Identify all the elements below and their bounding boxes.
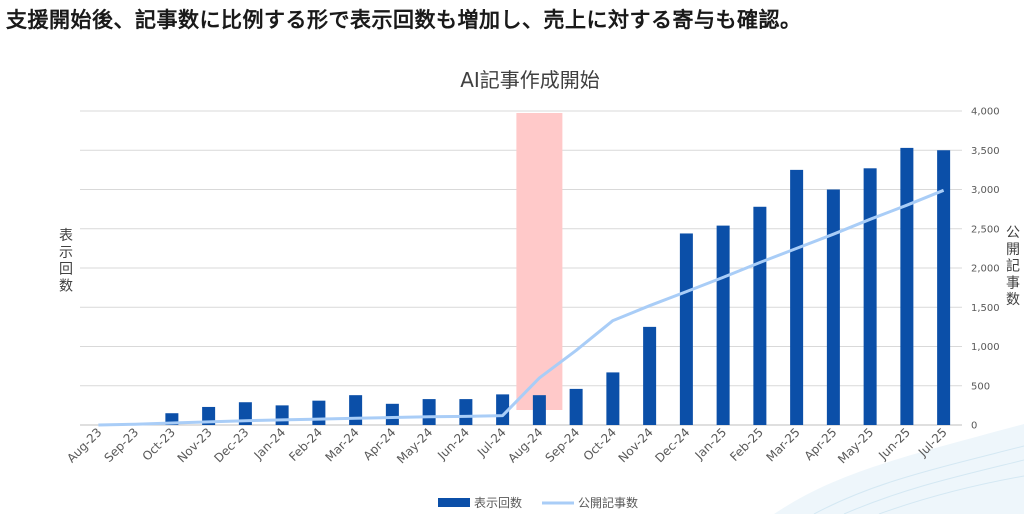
x-tick-label: May-25 [835,425,876,466]
x-tick-label: Dec-23 [211,425,251,465]
bar [496,394,510,425]
x-tick-label: Oct-24 [581,425,619,463]
bar [349,395,363,425]
bar [569,388,583,425]
chart-title: AI記事作成開始 [460,68,600,92]
x-tick-label: Nov-24 [616,425,656,465]
bar [165,413,179,425]
x-tick-label: Sep-24 [542,425,582,465]
x-tick-label: May-24 [394,425,435,466]
bar [459,399,473,425]
headline: 支援開始後、記事数に比例する形で表示回数も増加し、売上に対する寄与も確認。 [6,8,802,32]
x-tick-label: Apr-24 [361,425,399,463]
bar [385,403,399,425]
y-tick-label: 3,500 [971,146,1000,157]
y-tick-label: 2,000 [971,264,1000,275]
x-tick-label: Feb-25 [727,425,766,464]
bar [532,395,546,425]
x-tick-label: Jul-25 [915,425,950,460]
y-tick-label: 2,500 [971,224,1000,235]
line-series [98,188,945,427]
bar [606,372,620,425]
x-tick-label: Mar-24 [323,425,362,464]
x-tick-label: Apr-25 [802,425,840,463]
y-tick-label: 500 [971,381,990,392]
x-tick-label: Sep-23 [101,425,141,465]
bar [753,206,767,425]
bar [275,405,289,425]
x-tick-label: Oct-23 [140,425,178,463]
y-axis-right: 0 500 1,000 1,500 2,000 2,500 3,000 3,500 4,000 [971,107,1000,432]
bar [900,147,914,425]
x-tick-label: Aug-24 [505,425,545,465]
x-tick-label: Aug-23 [64,425,104,465]
y-tick-label: 0 [971,421,977,432]
y-tick-label: 3,000 [971,185,1000,196]
x-tick-label: Jul-24 [474,425,509,460]
y-tick-label: 1,000 [971,342,1000,353]
x-tick-label: Dec-24 [652,425,692,465]
x-tick-label: Jun-24 [434,425,472,463]
x-tick-label: Jun-25 [875,425,913,463]
bar [863,168,877,425]
y-axis-left-title: 表示回数 [59,228,73,294]
bar [312,400,326,425]
bar [790,169,804,425]
legend-swatch-bar [438,498,470,507]
bar [643,326,657,425]
x-tick-label: Jan-25 [692,425,730,463]
highlight-band [516,113,563,410]
x-tick-label: Jan-24 [251,425,289,463]
bar [826,189,840,425]
y-axis-right-title: 公開記事数 [1006,225,1020,308]
bar [937,150,951,425]
legend-label-line: 公開記事数 [578,495,638,510]
x-tick-label: Nov-23 [175,425,215,465]
legend-label-bar: 表示回数 [474,495,522,510]
x-tick-label: Feb-24 [286,425,325,464]
bar [679,233,693,425]
x-tick-label: Mar-25 [764,425,803,464]
y-tick-label: 1,500 [971,303,1000,314]
bar [716,225,730,425]
bar [422,399,436,425]
legend: 表示回数 公開記事数 [438,495,638,510]
y-tick-label: 4,000 [971,107,1000,118]
